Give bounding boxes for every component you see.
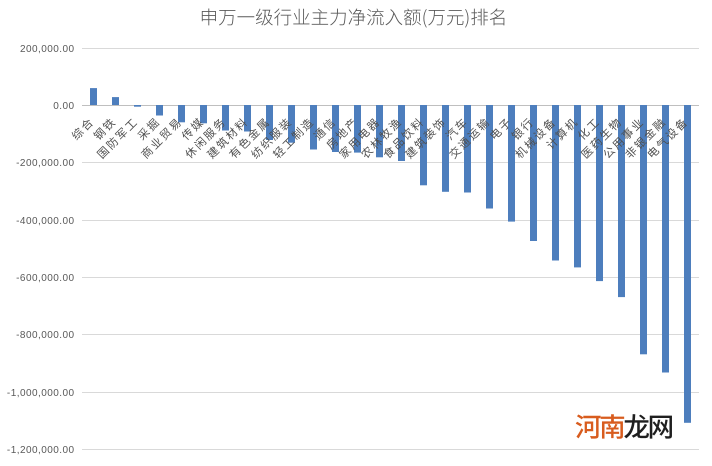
svg-text:200,000.00: 200,000.00 bbox=[20, 44, 75, 55]
svg-text:-800,000.00: -800,000.00 bbox=[16, 330, 74, 341]
svg-text:0.00: 0.00 bbox=[53, 101, 74, 112]
svg-text:-200,000.00: -200,000.00 bbox=[16, 158, 74, 169]
svg-text:-600,000.00: -600,000.00 bbox=[16, 273, 74, 284]
svg-text:-400,000.00: -400,000.00 bbox=[16, 216, 74, 227]
svg-text:-1,200,000.00: -1,200,000.00 bbox=[7, 445, 75, 456]
svg-text:-1,000,000.00: -1,000,000.00 bbox=[7, 388, 75, 399]
